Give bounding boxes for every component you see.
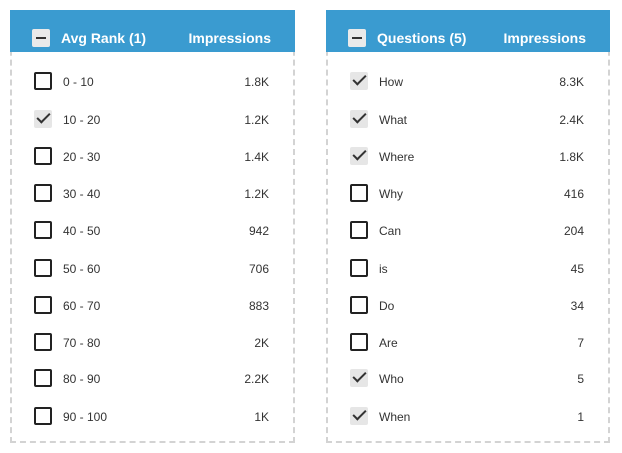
row-label: Where bbox=[379, 150, 415, 164]
row-label: 90 - 100 bbox=[63, 410, 108, 424]
checkbox-checked-icon[interactable] bbox=[350, 147, 368, 165]
filter-row[interactable]: 70 - 80 2K bbox=[12, 328, 293, 358]
filter-row[interactable]: is 45 bbox=[328, 254, 608, 284]
checkbox-icon[interactable] bbox=[34, 296, 52, 314]
filter-row[interactable]: Why 416 bbox=[328, 179, 608, 209]
checkbox-icon[interactable] bbox=[34, 369, 52, 387]
row-label: 0 - 10 bbox=[63, 75, 94, 89]
row-impressions-value: 2.2K bbox=[244, 372, 269, 386]
collapse-toggle-icon[interactable] bbox=[348, 29, 366, 47]
row-impressions-value: 34 bbox=[570, 299, 584, 313]
checkbox-icon[interactable] bbox=[34, 72, 52, 90]
row-impressions-value: 1 bbox=[577, 410, 584, 424]
row-label: is bbox=[379, 262, 388, 276]
filter-row[interactable]: 80 - 90 2.2K bbox=[12, 364, 293, 394]
row-label: What bbox=[379, 113, 408, 127]
checkbox-icon[interactable] bbox=[34, 147, 52, 165]
checkbox-icon[interactable] bbox=[34, 221, 52, 239]
row-label: 40 - 50 bbox=[63, 224, 101, 238]
row-impressions-value: 1K bbox=[254, 410, 269, 424]
panel-title: Avg Rank (1) bbox=[61, 30, 147, 46]
row-label: Why bbox=[379, 187, 403, 201]
checkbox-icon[interactable] bbox=[34, 407, 52, 425]
row-label: Do bbox=[379, 299, 395, 313]
checkbox-checked-icon[interactable] bbox=[350, 407, 368, 425]
metric-column-header: Impressions bbox=[188, 30, 271, 46]
row-label: 20 - 30 bbox=[63, 150, 101, 164]
filter-row[interactable]: 30 - 40 1.2K bbox=[12, 179, 293, 209]
row-label: 80 - 90 bbox=[63, 372, 101, 386]
row-impressions-value: 45 bbox=[570, 262, 584, 276]
checkbox-checked-icon[interactable] bbox=[350, 369, 368, 387]
row-label: How bbox=[379, 75, 404, 89]
checkbox-checked-icon[interactable] bbox=[34, 110, 52, 128]
panel-title: Questions (5) bbox=[377, 30, 467, 46]
row-impressions-value: 7 bbox=[577, 336, 584, 350]
filter-row[interactable]: 50 - 60 706 bbox=[12, 254, 293, 284]
metric-column-header: Impressions bbox=[503, 30, 586, 46]
filter-row[interactable]: Where 1.8K bbox=[328, 142, 608, 172]
checkbox-icon[interactable] bbox=[350, 221, 368, 239]
filter-row[interactable]: 60 - 70 883 bbox=[12, 291, 293, 321]
collapse-toggle-icon[interactable] bbox=[32, 29, 50, 47]
row-label: 50 - 60 bbox=[63, 262, 101, 276]
row-label: 60 - 70 bbox=[63, 299, 101, 313]
row-impressions-value: 204 bbox=[563, 224, 584, 238]
row-impressions-value: 706 bbox=[248, 262, 269, 276]
row-impressions-value: 2K bbox=[254, 336, 269, 350]
filter-row[interactable]: How 8.3K bbox=[328, 67, 608, 97]
questions-filter-panel: Questions (5) Impressions How 8.3K What 2.4… bbox=[326, 10, 610, 443]
filter-row[interactable]: What 2.4K bbox=[328, 105, 608, 135]
row-impressions-value: 8.3K bbox=[559, 75, 584, 89]
filter-row[interactable]: 20 - 30 1.4K bbox=[12, 142, 293, 172]
checkbox-checked-icon[interactable] bbox=[350, 110, 368, 128]
row-impressions-value: 1.2K bbox=[244, 187, 269, 201]
row-label: 30 - 40 bbox=[63, 187, 101, 201]
row-label: Who bbox=[379, 372, 404, 386]
row-label: When bbox=[379, 410, 411, 424]
checkbox-icon[interactable] bbox=[34, 333, 52, 351]
row-label: Can bbox=[379, 224, 402, 238]
row-impressions-value: 416 bbox=[563, 187, 584, 201]
row-impressions-value: 1.8K bbox=[244, 75, 269, 89]
filter-row[interactable]: 10 - 20 1.2K bbox=[12, 105, 293, 135]
row-label: 70 - 80 bbox=[63, 336, 101, 350]
avg-rank-filter-panel: Avg Rank (1) Impressions 0 - 10 1.8K 10 - … bbox=[10, 10, 295, 443]
checkbox-icon[interactable] bbox=[350, 333, 368, 351]
row-label: Are bbox=[379, 336, 398, 350]
row-impressions-value: 2.4K bbox=[559, 113, 584, 127]
filter-row[interactable]: Are 7 bbox=[328, 328, 608, 358]
checkbox-icon[interactable] bbox=[34, 184, 52, 202]
row-impressions-value: 1.8K bbox=[559, 150, 584, 164]
filter-row[interactable]: 40 - 50 942 bbox=[12, 216, 293, 246]
checkbox-icon[interactable] bbox=[350, 259, 368, 277]
panel-header: Questions (5) Impressions bbox=[326, 10, 610, 52]
panel-header: Avg Rank (1) Impressions bbox=[10, 10, 295, 52]
row-impressions-value: 1.4K bbox=[244, 150, 269, 164]
filter-row[interactable]: When 1 bbox=[328, 402, 608, 432]
checkbox-icon[interactable] bbox=[350, 296, 368, 314]
checkbox-icon[interactable] bbox=[34, 259, 52, 277]
checkbox-checked-icon[interactable] bbox=[350, 72, 368, 90]
row-impressions-value: 1.2K bbox=[244, 113, 269, 127]
row-label: 10 - 20 bbox=[63, 113, 101, 127]
filter-row[interactable]: 90 - 100 1K bbox=[12, 402, 293, 432]
row-impressions-value: 883 bbox=[248, 299, 269, 313]
filter-row[interactable]: 0 - 10 1.8K bbox=[12, 67, 293, 97]
row-impressions-value: 942 bbox=[248, 224, 269, 238]
filter-row[interactable]: Who 5 bbox=[328, 364, 608, 394]
row-impressions-value: 5 bbox=[577, 372, 584, 386]
filter-row[interactable]: Can 204 bbox=[328, 216, 608, 246]
filter-row[interactable]: Do 34 bbox=[328, 291, 608, 321]
checkbox-icon[interactable] bbox=[350, 184, 368, 202]
